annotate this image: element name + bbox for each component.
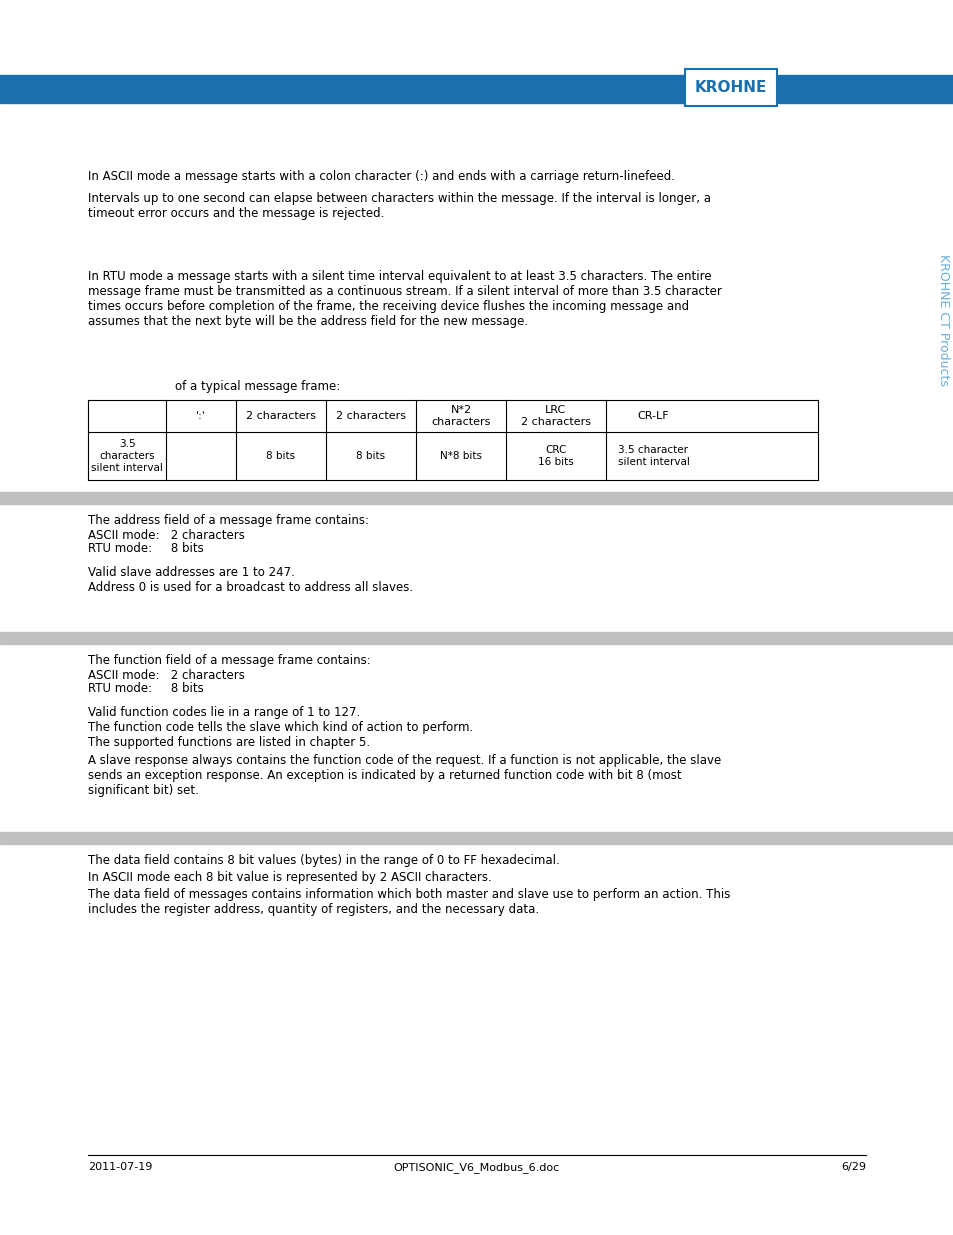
Text: CR-LF: CR-LF (637, 411, 669, 421)
Text: 6/29: 6/29 (841, 1162, 865, 1172)
Text: ASCII mode:   2 characters: ASCII mode: 2 characters (88, 669, 245, 682)
Bar (0, 832, 953, 844)
Text: RTU mode:     8 bits: RTU mode: 8 bits (88, 682, 204, 695)
Text: The function code tells the slave which kind of action to perform.: The function code tells the slave which … (88, 721, 473, 734)
Text: Valid slave addresses are 1 to 247.
Address 0 is used for a broadcast to address: Valid slave addresses are 1 to 247. Addr… (88, 566, 413, 594)
Text: N*2
characters: N*2 characters (431, 405, 490, 427)
Text: CRC
16 bits: CRC 16 bits (537, 445, 574, 467)
Bar (0, 492, 953, 504)
Text: RTU mode:     8 bits: RTU mode: 8 bits (88, 542, 204, 555)
Text: of a typical message frame:: of a typical message frame: (174, 380, 340, 393)
Text: N*8 bits: N*8 bits (439, 451, 481, 461)
Text: In RTU mode a message starts with a silent time interval equivalent to at least : In RTU mode a message starts with a sile… (88, 270, 721, 329)
Text: ':': ':' (196, 411, 206, 421)
Bar (0, 632, 953, 643)
Text: In ASCII mode each 8 bit value is represented by 2 ASCII characters.: In ASCII mode each 8 bit value is repres… (88, 871, 491, 884)
Text: 8 bits: 8 bits (266, 451, 295, 461)
Text: The supported functions are listed in chapter 5.: The supported functions are listed in ch… (88, 736, 370, 748)
Text: A slave response always contains the function code of the request. If a function: A slave response always contains the fun… (88, 755, 720, 797)
Text: Intervals up to one second can elapse between characters within the message. If : Intervals up to one second can elapse be… (88, 191, 710, 220)
Text: The data field contains 8 bit values (bytes) in the range of 0 to FF hexadecimal: The data field contains 8 bit values (by… (88, 853, 559, 867)
Text: 2 characters: 2 characters (335, 411, 406, 421)
Text: Valid function codes lie in a range of 1 to 127.: Valid function codes lie in a range of 1… (88, 706, 360, 719)
Text: KROHNE: KROHNE (694, 80, 766, 95)
Text: The data field of messages contains information which both master and slave use : The data field of messages contains info… (88, 888, 730, 916)
Text: The address field of a message frame contains:: The address field of a message frame con… (88, 514, 369, 527)
Text: OPTISONIC_V6_Modbus_6.doc: OPTISONIC_V6_Modbus_6.doc (394, 1162, 559, 1173)
Text: The function field of a message frame contains:: The function field of a message frame co… (88, 655, 371, 667)
Text: 3.5
characters
silent interval: 3.5 characters silent interval (91, 438, 163, 473)
Text: KROHNE CT Products: KROHNE CT Products (937, 254, 949, 385)
Bar (0, 75, 953, 103)
Text: 8 bits: 8 bits (356, 451, 385, 461)
Text: 2 characters: 2 characters (246, 411, 315, 421)
Text: LRC
2 characters: LRC 2 characters (520, 405, 590, 427)
FancyBboxPatch shape (684, 69, 776, 106)
Text: 3.5 character
silent interval: 3.5 character silent interval (617, 445, 689, 467)
Text: In ASCII mode a message starts with a colon character (:) and ends with a carria: In ASCII mode a message starts with a co… (88, 170, 675, 183)
Text: 2011-07-19: 2011-07-19 (88, 1162, 152, 1172)
Text: ASCII mode:   2 characters: ASCII mode: 2 characters (88, 529, 245, 542)
